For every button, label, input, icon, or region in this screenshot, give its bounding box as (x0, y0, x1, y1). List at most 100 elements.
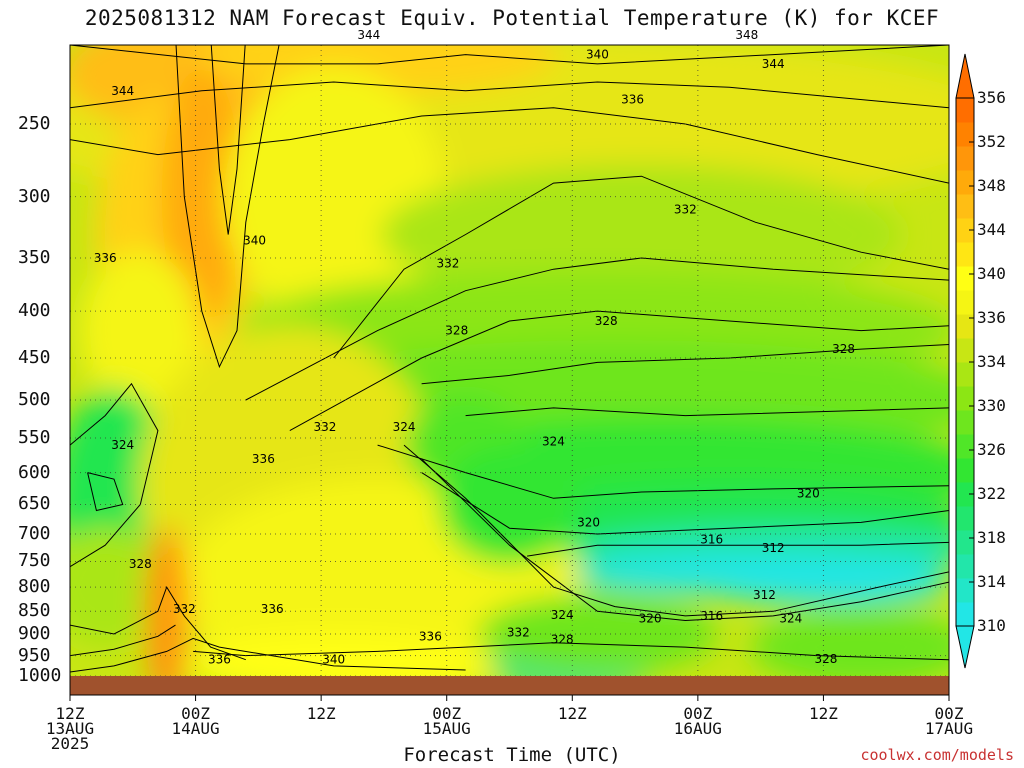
colorbar-swatch (956, 410, 974, 435)
y-tick-label: 800 (18, 576, 51, 598)
contour-label: 320 (639, 612, 662, 626)
colorbar-tick-label: 314 (977, 572, 1006, 591)
contour-label: 336 (252, 452, 275, 466)
contour-label: 340 (586, 48, 609, 62)
x-tick-label: 12Z (557, 704, 587, 723)
theta-e-field (70, 45, 949, 676)
y-tick-label: 900 (18, 623, 51, 645)
contour-label: 328 (551, 632, 574, 646)
contour-label: 316 (700, 533, 723, 547)
colorbar-tick-label: 334 (977, 352, 1006, 371)
contour-label: 332 (173, 602, 196, 616)
colorbar-swatch (956, 146, 974, 171)
contour-label: 320 (797, 486, 820, 500)
colorbar-swatch (956, 434, 974, 459)
contour-labels: 344 348 340 344 344 336 332 340 336 332 328 328 328 3… (94, 28, 855, 667)
chart-title: 2025081312 NAM Forecast Equiv. Potential… (84, 6, 940, 30)
y-tick-label: 1000 (18, 665, 62, 686)
colorbar-tick-label: 356 (977, 88, 1006, 107)
contour-label: 332 (313, 420, 336, 434)
contour-label: 324 (542, 435, 565, 449)
x-tick-label: 12Z (306, 704, 336, 723)
x-tick-label: 12Z 13AUG 2025 (45, 704, 95, 753)
contour-label: 340 (243, 234, 266, 248)
colorbar-swatch (956, 458, 974, 483)
y-tick-label: 650 (18, 493, 51, 515)
contour-label: 336 (261, 602, 284, 616)
colorbar-tick-label: 344 (977, 220, 1006, 239)
contour-label: 324 (111, 438, 134, 452)
y-tick-label: 750 (18, 550, 51, 572)
colorbar-tick-label: 352 (977, 132, 1006, 151)
contour-label: 312 (762, 541, 785, 555)
colorbar-tick-label: 340 (977, 264, 1006, 283)
y-tick-label: 350 (18, 246, 51, 268)
x-tick-label: 00Z 17AUG (924, 704, 974, 738)
colorbar-swatch (956, 290, 974, 315)
colorbar-swatch (956, 362, 974, 387)
contour-label: 336 (419, 629, 442, 643)
contour-label: 332 (507, 626, 530, 640)
x-tick-label: 00Z 14AUG (171, 704, 220, 738)
colorbar-tick-label: 330 (977, 396, 1006, 415)
colorbar-swatch (956, 218, 974, 243)
colorbar-swatch (956, 578, 974, 603)
grid-lines (69, 45, 950, 701)
contour-label: 336 (208, 653, 231, 667)
colorbar-tick-label: 336 (977, 308, 1006, 327)
colorbar-swatch (956, 266, 974, 291)
colorbar-tick-label: 322 (977, 484, 1006, 503)
y-tick-label: 450 (18, 347, 51, 369)
ground-bar (70, 676, 949, 695)
credit-text: coolwx.com/models (860, 746, 1014, 764)
contour-label: 320 (577, 515, 600, 529)
y-tick-label: 950 (18, 644, 51, 666)
y-tick-label: 850 (18, 600, 51, 622)
contour-label: 328 (445, 324, 468, 338)
colorbar-swatch (956, 554, 974, 579)
colorbar-tick-label: 348 (977, 176, 1006, 195)
contour-label: 344 (762, 57, 785, 71)
contour-label: 332 (674, 203, 697, 217)
contour-label: 328 (129, 557, 152, 571)
contour-label: 340 (322, 653, 345, 667)
contour-label: 332 (437, 257, 460, 271)
contour-label: 312 (753, 588, 776, 602)
colorbar-swatch (956, 122, 974, 147)
colorbar-tick-label: 326 (977, 440, 1006, 459)
contour-label: 324 (393, 420, 416, 434)
y-tick-label: 400 (18, 300, 51, 322)
contour-label: 316 (700, 609, 723, 623)
contour-label: 328 (832, 342, 855, 356)
colorbar-tick-label: 318 (977, 528, 1006, 547)
contour-label: 344 (111, 84, 134, 98)
x-tick-label: 12Z (808, 704, 838, 723)
contour-label: 348 (735, 28, 758, 42)
colorbar-swatch (956, 482, 974, 507)
y-tick-label: 250 (18, 113, 51, 134)
contour-lines (70, 45, 949, 673)
x-tick-label: 00Z 16AUG (673, 704, 722, 738)
contour-label: 328 (814, 652, 837, 666)
contour-label: 336 (621, 92, 644, 106)
y-tick-label: 550 (18, 426, 51, 448)
colorbar-swatch (956, 386, 974, 411)
contour-label: 344 (357, 28, 380, 42)
colorbar (955, 53, 975, 669)
colorbar-tick-label: 310 (977, 616, 1006, 635)
colorbar-swatch (956, 242, 974, 267)
colorbar-swatch (956, 170, 974, 195)
colorbar-swatch (956, 506, 974, 531)
contour-label: 324 (551, 608, 574, 622)
colorbar-swatch (956, 530, 974, 555)
y-tick-label: 500 (18, 389, 51, 410)
colorbar-swatch (956, 602, 974, 627)
contour-label: 324 (779, 612, 802, 626)
colorbar-swatch (956, 194, 974, 219)
y-tick-label: 300 (18, 185, 51, 207)
y-tick-label: 600 (18, 461, 51, 483)
colorbar-swatch (956, 314, 974, 339)
x-axis-label: Forecast Time (UTC) (403, 744, 621, 766)
contour-label: 336 (94, 251, 117, 265)
